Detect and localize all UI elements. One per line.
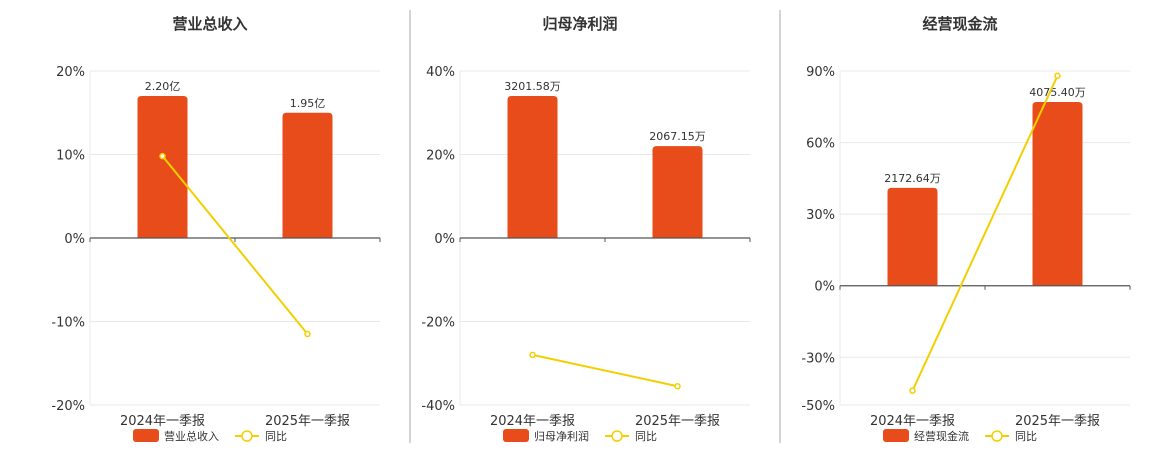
legend-bar-swatch <box>503 429 529 442</box>
yoy-point <box>1054 72 1061 80</box>
chart-title: 营业总收入 <box>172 15 247 33</box>
x-category-label: 2025年一季报 <box>265 414 350 429</box>
x-category-label: 2025年一季报 <box>1015 414 1100 429</box>
legend-line-label: 同比 <box>1015 430 1037 443</box>
bar <box>887 187 938 286</box>
legend-bar-swatch <box>883 429 909 442</box>
bar <box>1032 102 1083 286</box>
y-tick-label: 10% <box>56 149 85 164</box>
legend-line-label: 同比 <box>265 430 287 443</box>
yoy-point <box>159 152 166 160</box>
bar-data-label: 2172.64万 <box>884 172 941 185</box>
legend-bar-label: 营业总收入 <box>164 429 219 443</box>
bar <box>137 96 188 238</box>
yoy-point <box>529 351 536 359</box>
y-tick-label: 40% <box>426 65 455 80</box>
bar-data-label: 3201.58万 <box>504 80 561 93</box>
y-tick-label: 20% <box>426 149 455 164</box>
yoy-point <box>909 387 916 394</box>
x-category-label: 2025年一季报 <box>635 414 720 429</box>
chart-title: 归母净利润 <box>542 15 617 33</box>
bar-data-label: 2.20亿 <box>145 80 181 93</box>
y-tick-label: -50% <box>801 399 835 414</box>
y-tick-label: -10% <box>51 316 85 331</box>
x-category-label: 2024年一季报 <box>120 414 205 429</box>
legend-bar-label: 经营现金流 <box>914 429 969 443</box>
y-tick-label: 90% <box>806 65 835 80</box>
y-tick-label: 0% <box>64 232 85 247</box>
y-tick-label: 0% <box>814 280 835 295</box>
legend-line-marker <box>611 430 623 442</box>
y-tick-label: 30% <box>806 208 835 223</box>
y-tick-label: -30% <box>801 351 835 366</box>
y-tick-label: 0% <box>434 232 455 247</box>
yoy-line <box>161 155 309 335</box>
x-category-label: 2024年一季报 <box>490 414 575 429</box>
y-tick-label: 60% <box>806 137 835 152</box>
chart-title: 经营现金流 <box>922 15 997 33</box>
bar <box>282 112 333 238</box>
bar-data-label: 2067.15万 <box>649 130 706 143</box>
legend-line-marker <box>991 430 1003 442</box>
legend-line-label: 同比 <box>635 430 657 443</box>
y-tick-label: 20% <box>56 65 85 80</box>
bar <box>507 96 558 238</box>
yoy-point <box>674 382 681 390</box>
x-category-label: 2024年一季报 <box>870 414 955 429</box>
bar <box>652 146 703 238</box>
y-tick-label: -20% <box>51 399 85 414</box>
yoy-line <box>532 353 678 388</box>
y-tick-label: -20% <box>421 316 455 331</box>
legend-line-marker <box>241 430 253 442</box>
y-tick-label: -40% <box>421 399 455 414</box>
bar-data-label: 1.95亿 <box>290 97 326 110</box>
bar-data-label: 4075.40万 <box>1029 86 1086 99</box>
legend-bar-swatch <box>133 429 159 442</box>
yoy-point <box>304 330 311 338</box>
yoy-line <box>911 75 1059 392</box>
legend-bar-label: 归母净利润 <box>534 429 589 443</box>
